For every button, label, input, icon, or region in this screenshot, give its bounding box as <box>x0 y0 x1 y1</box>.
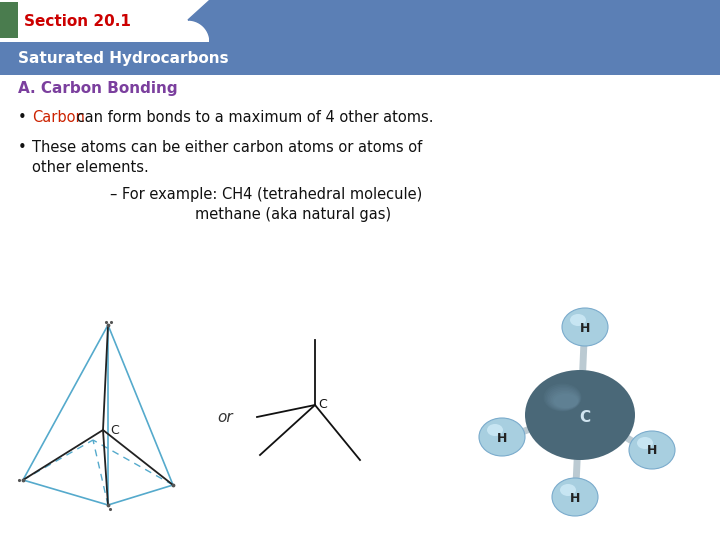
Ellipse shape <box>545 385 581 411</box>
Ellipse shape <box>487 424 503 436</box>
Ellipse shape <box>548 388 580 410</box>
Text: can form bonds to a maximum of 4 other atoms.: can form bonds to a maximum of 4 other a… <box>72 111 433 125</box>
Ellipse shape <box>637 437 653 449</box>
Ellipse shape <box>551 391 579 409</box>
Text: These atoms can be either carbon atoms or atoms of: These atoms can be either carbon atoms o… <box>32 140 422 156</box>
Text: H: H <box>570 491 580 504</box>
Text: C: C <box>580 409 590 424</box>
Text: H: H <box>647 444 657 457</box>
Ellipse shape <box>525 370 635 460</box>
Polygon shape <box>188 0 210 42</box>
Ellipse shape <box>544 383 582 411</box>
Text: C: C <box>110 423 119 436</box>
Text: Saturated Hydrocarbons: Saturated Hydrocarbons <box>18 51 229 66</box>
Text: or: or <box>217 410 233 426</box>
Text: Carbon: Carbon <box>32 111 85 125</box>
Text: •: • <box>18 140 27 156</box>
Text: H: H <box>580 321 590 334</box>
Text: other elements.: other elements. <box>32 160 149 176</box>
Ellipse shape <box>552 478 598 516</box>
FancyBboxPatch shape <box>0 0 210 42</box>
Ellipse shape <box>549 389 580 409</box>
Bar <box>0 44 720 72</box>
Ellipse shape <box>629 431 675 469</box>
Ellipse shape <box>546 387 580 410</box>
Ellipse shape <box>479 418 525 456</box>
Ellipse shape <box>562 308 608 346</box>
Ellipse shape <box>554 394 578 408</box>
Ellipse shape <box>570 314 586 326</box>
Bar <box>0 2 18 38</box>
Ellipse shape <box>552 393 578 408</box>
Text: C: C <box>318 399 327 411</box>
Text: – For example: CH4 (tetrahedral molecule): – For example: CH4 (tetrahedral molecule… <box>110 186 422 201</box>
Text: Section 20.1: Section 20.1 <box>24 14 131 29</box>
Ellipse shape <box>560 484 576 496</box>
Text: methane (aka natural gas): methane (aka natural gas) <box>195 206 391 221</box>
Bar <box>0 0 720 75</box>
Text: •: • <box>18 111 27 125</box>
Text: H: H <box>497 431 507 444</box>
Text: A. Carbon Bonding: A. Carbon Bonding <box>18 80 178 96</box>
